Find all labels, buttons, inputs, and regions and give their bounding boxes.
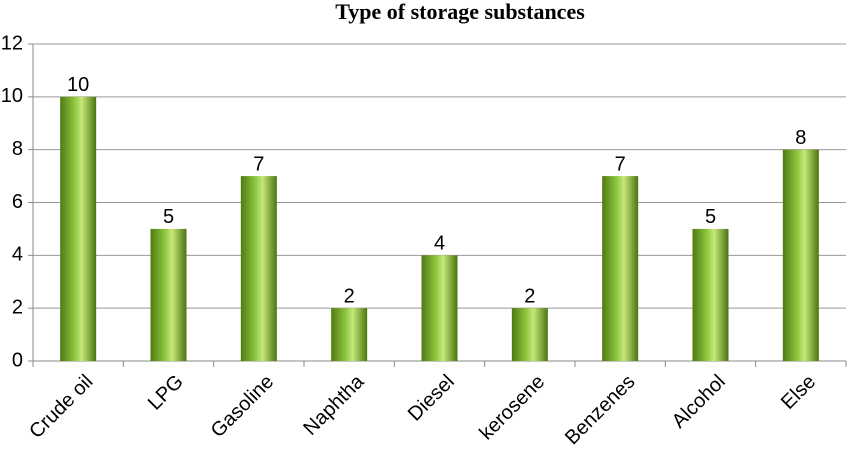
data-label: 2 xyxy=(344,285,355,307)
y-tick-label: 8 xyxy=(12,138,23,160)
data-label: 10 xyxy=(67,74,89,96)
bar xyxy=(511,308,548,361)
y-tick-label: 0 xyxy=(12,349,23,371)
y-tick-label: 6 xyxy=(12,191,23,213)
bar xyxy=(421,255,458,361)
bar xyxy=(692,228,729,361)
x-tick-label: Naphtha xyxy=(299,370,369,440)
x-tick-label: Crude oil xyxy=(25,371,97,443)
y-tick-label: 10 xyxy=(1,85,23,107)
x-tick-label: Benzenes xyxy=(561,371,639,449)
y-tick-label: 12 xyxy=(1,32,23,54)
bar xyxy=(331,308,368,361)
bar xyxy=(240,176,277,361)
bar xyxy=(60,96,97,361)
x-tick-label: kerosene xyxy=(475,371,549,445)
y-tick-label: 4 xyxy=(12,244,23,266)
data-label: 5 xyxy=(163,206,174,228)
data-label: 2 xyxy=(524,285,535,307)
data-label: 5 xyxy=(705,206,716,228)
data-label: 7 xyxy=(253,153,264,175)
x-tick-label: Diesel xyxy=(404,371,459,426)
x-tick-label: Alcohol xyxy=(668,371,730,433)
x-tick-label: LPG xyxy=(144,371,188,415)
chart-title: Type of storage substances xyxy=(335,0,585,24)
y-tick-label: 2 xyxy=(12,296,23,318)
data-label: 7 xyxy=(615,153,626,175)
bar xyxy=(602,176,639,361)
bar xyxy=(782,149,819,361)
data-label: 4 xyxy=(434,233,445,255)
bar xyxy=(150,228,187,361)
x-tick-label: Gasoline xyxy=(207,371,278,442)
x-tick-label: Else xyxy=(777,371,820,414)
data-label: 8 xyxy=(795,127,806,149)
